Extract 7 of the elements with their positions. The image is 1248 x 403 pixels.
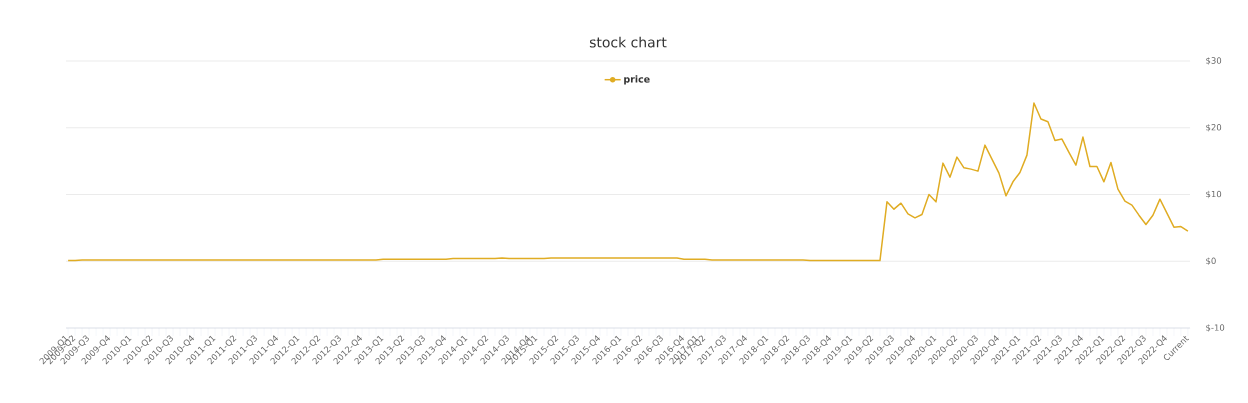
y-tick-label: $20 [1206,123,1222,132]
y-tick-label: $30 [1206,57,1222,65]
legend-label: price [624,75,650,85]
y-tick-label: $0 [1206,257,1216,266]
chart-title: stock chart [589,36,667,48]
y-tick-label: $10 [1206,190,1222,199]
y-tick-label: $-10 [1206,324,1225,332]
